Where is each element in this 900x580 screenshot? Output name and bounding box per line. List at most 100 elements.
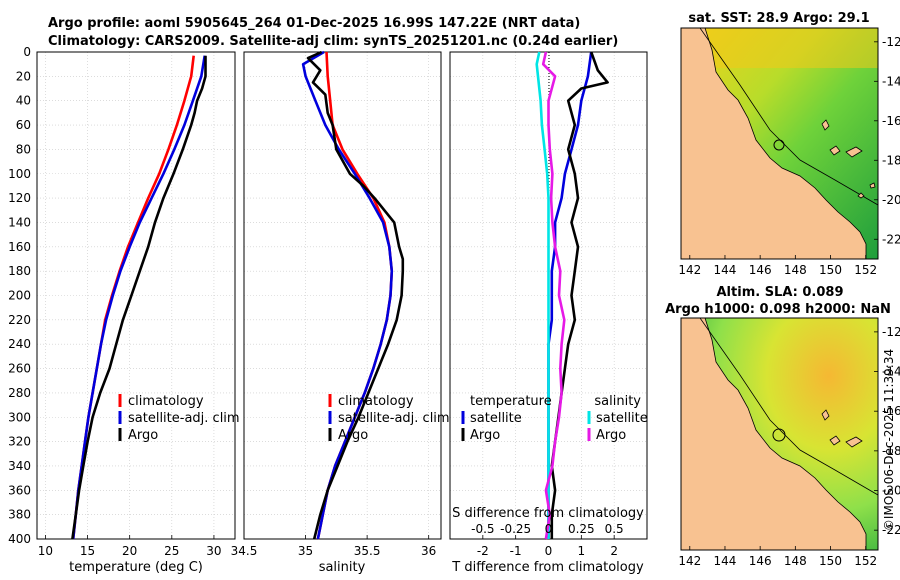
- sst-map-title: sat. SST: 28.9 Argo: 29.1: [688, 11, 869, 26]
- depth-tick-label: 80: [16, 142, 31, 156]
- x-tick-label: 2: [610, 544, 618, 558]
- x-tick-label: 25: [164, 544, 179, 558]
- legend-satellite-adj: satellite-adj. clim: [128, 411, 240, 426]
- depth-tick-labels: 0 20 40 60 80 100 120 140 160 180 200 220 240 260 280 3…: [8, 45, 31, 546]
- temperature-lines: [71, 55, 207, 540]
- map-x-tick-label: 148: [784, 263, 807, 277]
- legend-argo: Argo: [128, 428, 158, 443]
- map-y-tick-label: -18: [882, 444, 900, 458]
- map-x-tick-label: 152: [854, 554, 877, 568]
- depth-tick-label: 60: [16, 118, 31, 132]
- map-y-tick-label: -22: [882, 232, 900, 246]
- map-x-tick-label: 144: [714, 554, 737, 568]
- legend-satellite-adj-2: satellite-adj. clim: [338, 411, 450, 426]
- map-x-tick-label: 148: [784, 554, 807, 568]
- map-y-tick-label: -20: [882, 484, 900, 498]
- depth-tick-label: 320: [8, 435, 31, 449]
- map-x-tick-label: 146: [749, 554, 772, 568]
- x-tick-label: 36: [421, 544, 436, 558]
- salinity-grid: [243, 51, 441, 540]
- temperature-grid: [37, 51, 235, 540]
- depth-tick-label: 180: [8, 264, 31, 278]
- x-tick-label: 15: [80, 544, 95, 558]
- s-diff-tick-label: -0.25: [500, 522, 531, 536]
- series-line-salinity-argo: [541, 51, 566, 540]
- map-y-tick-label: -14: [882, 365, 900, 379]
- series-line-satellite-adj-clim: [71, 55, 206, 540]
- legend-climatology: climatology: [128, 394, 204, 409]
- sst-depth-contour: [699, 28, 878, 206]
- sst-map-frame: [680, 27, 879, 260]
- map-y-tick-label: -16: [882, 114, 900, 128]
- map-x-tick-label: 146: [749, 263, 772, 277]
- s-diff-xlabel: S difference from climatology: [452, 506, 644, 521]
- depth-tick-label: 20: [16, 69, 31, 83]
- legend-sal-argo: Argo: [596, 428, 626, 443]
- figure-title-line1: Argo profile: aoml 5905645_264 01-Dec-20…: [48, 16, 580, 31]
- depth-tick-label: 120: [8, 191, 31, 205]
- sla-argo-marker: [772, 428, 786, 442]
- series-line-argo: [306, 50, 405, 540]
- temperature-tick-labels: 10 15 20 25 30: [38, 544, 222, 558]
- legend-temp-argo: Argo: [470, 428, 500, 443]
- depth-tick-label: 260: [8, 362, 31, 376]
- legend-climatology-2: climatology: [338, 394, 414, 409]
- salinity-legend: climatology satellite-adj. clim Argo: [328, 394, 450, 443]
- salinity-axes-frame: [243, 51, 442, 540]
- difference-panel: -2 -1 0 1 2 S difference from climatology -0…: [449, 51, 648, 575]
- sla-reefs: [821, 409, 863, 448]
- s-diff-tick-label: 0.5: [605, 522, 624, 536]
- sla-map-frame: [680, 317, 879, 551]
- map-x-tick-label: 150: [819, 554, 842, 568]
- x-tick-label: 35.5: [354, 544, 381, 558]
- map-x-tick-label: 150: [819, 263, 842, 277]
- sla-map-title-1: Altim. SLA: 0.089: [717, 285, 844, 300]
- sla-land-australia: [681, 318, 867, 550]
- x-tick-label: 10: [38, 544, 53, 558]
- salinity-lines: [301, 50, 405, 540]
- sst-argo-marker: [773, 139, 785, 151]
- sla-map-title-2: Argo h1000: 0.098 h2000: NaN: [665, 302, 891, 317]
- salinity-xlabel: salinity: [319, 560, 366, 575]
- series-line-climatology: [71, 55, 195, 540]
- depth-tick-label: 280: [8, 386, 31, 400]
- depth-tick-label: 220: [8, 313, 31, 327]
- sst-map: sat. SST: 28.9 Argo: 29.1 142 144 146 148 15…: [678, 11, 900, 277]
- x-tick-label: 20: [122, 544, 137, 558]
- temperature-legend: climatology satellite-adj. clim Argo: [118, 394, 240, 443]
- depth-tick-label: 40: [16, 94, 31, 108]
- series-line-salinity-satellite: [535, 51, 550, 539]
- map-y-tick-label: -12: [882, 35, 900, 49]
- s-diff-tick-label: 0.25: [568, 522, 595, 536]
- t-diff-xlabel: T difference from climatology: [451, 560, 644, 575]
- depth-tick-label: 380: [8, 508, 31, 522]
- difference-legend: temperature satellite Argo salinity sate…: [461, 394, 648, 443]
- map-y-tick-label: -14: [882, 74, 900, 88]
- map-y-tick-label: -20: [882, 193, 900, 207]
- map-y-tick-label: -16: [882, 404, 900, 418]
- sst-reefs: [821, 119, 876, 199]
- salinity-panel: 34.5 35 35.5 36 salinity climatology satell…: [231, 50, 450, 575]
- sst-land-australia: [681, 28, 867, 259]
- legend-heading-temperature: temperature: [470, 394, 552, 409]
- legend-sal-satellite: satellite: [596, 411, 648, 426]
- x-tick-label: 35: [298, 544, 313, 558]
- map-y-tick-label: -22: [882, 523, 900, 537]
- s-diff-tick-label: 0: [545, 522, 553, 536]
- temperature-panel: 0 20 40 60 80 100 120 140 160 180 200 220 240 260 280 3…: [8, 45, 240, 575]
- sla-map: Altim. SLA: 0.089 Argo h1000: 0.098 h200…: [665, 285, 900, 568]
- legend-heading-salinity: salinity: [594, 394, 641, 409]
- depth-tick-label: 140: [8, 215, 31, 229]
- sla-map-ticks: 142 144 146 148 150 152 -12 -14 -16 -18 -20 -22: [678, 325, 900, 568]
- depth-tick-label: 100: [8, 167, 31, 181]
- depth-tick-label: 0: [23, 45, 31, 59]
- series-line-temperature-satellite: [547, 51, 593, 539]
- map-x-tick-label: 152: [854, 263, 877, 277]
- salinity-tick-labels: 34.5 35 35.5 36: [231, 544, 437, 558]
- x-tick-label: 0: [545, 544, 553, 558]
- map-x-tick-label: 142: [678, 263, 701, 277]
- legend-argo-2: Argo: [338, 428, 368, 443]
- depth-tick-label: 240: [8, 337, 31, 351]
- sst-map-ticks: 142 144 146 148 150 152 -12 -14 -16 -18 -20 -22: [678, 35, 900, 277]
